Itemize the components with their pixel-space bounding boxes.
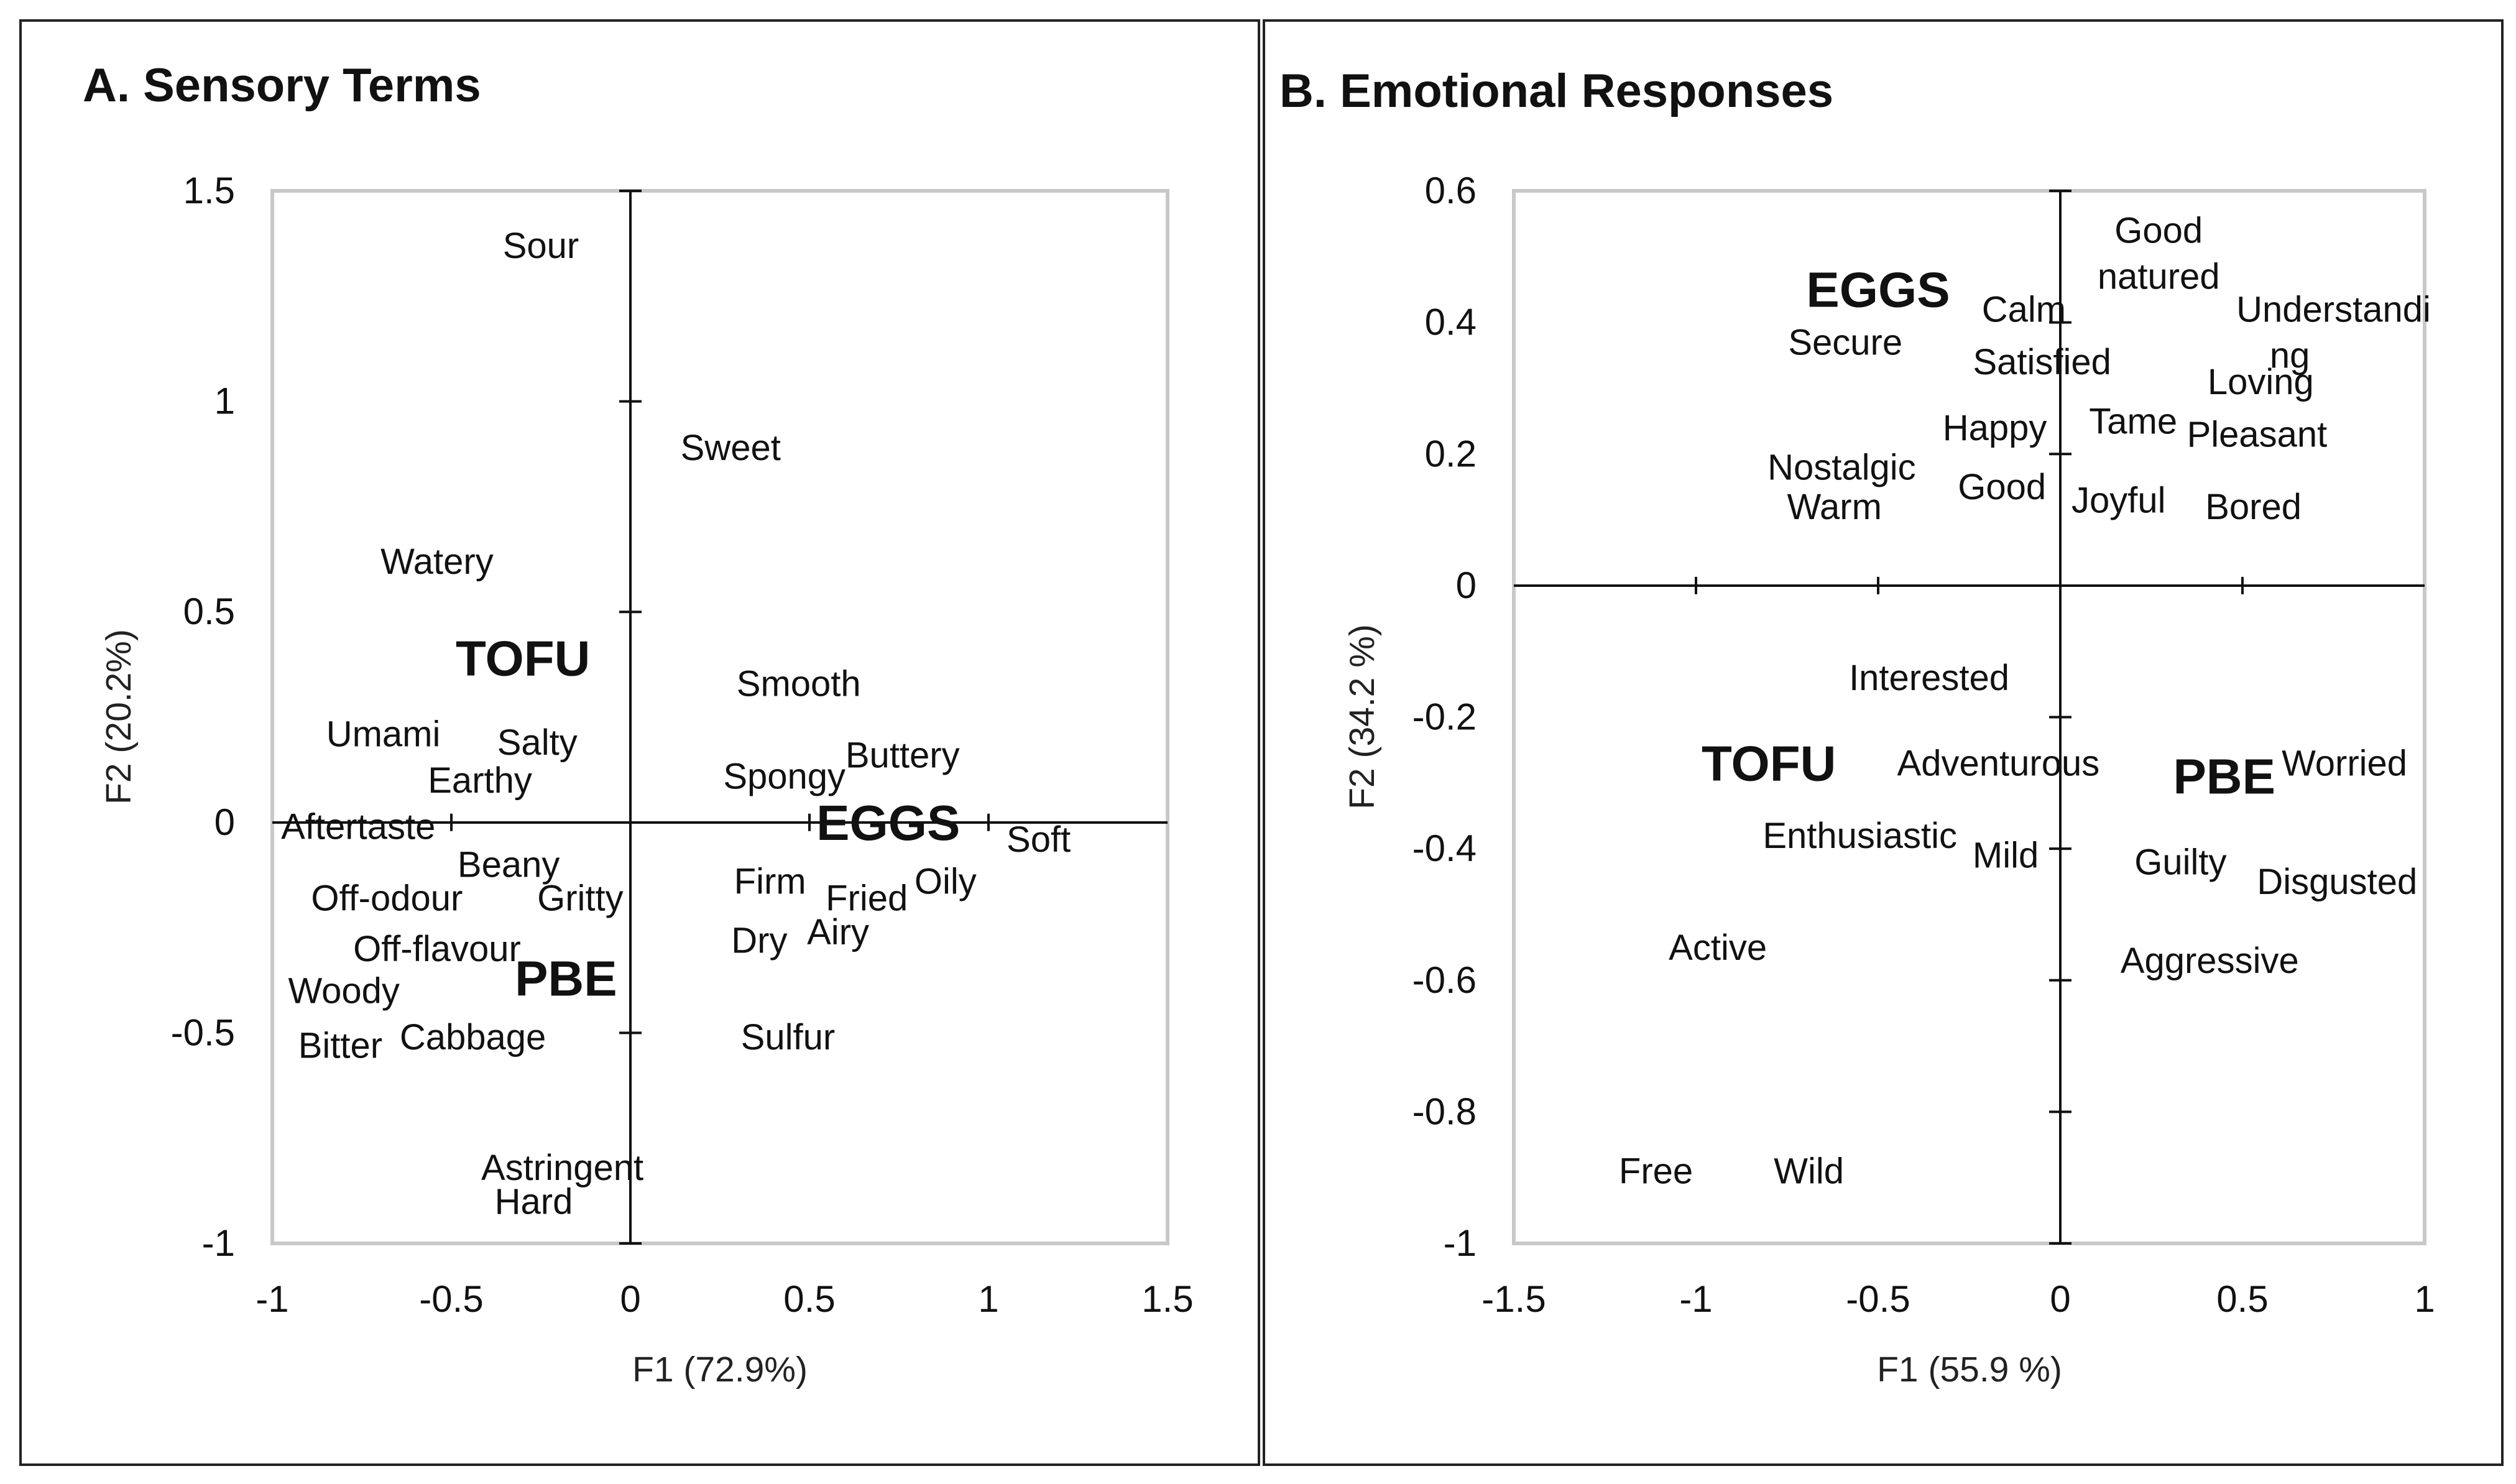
panel-b-x-tick-label: 0.5 [2216, 1278, 2268, 1320]
panel-a-y-tick-label: -1 [202, 1222, 235, 1264]
panel-a-point-label: Woody [288, 971, 399, 1012]
panel-b-point-label: Disgusted [2257, 862, 2417, 902]
panel-b-frame [1263, 19, 2504, 1466]
panel-b-point-label: Guilty [2134, 842, 2226, 882]
panel-a-point-label: Hard [495, 1181, 573, 1222]
panel-b-point-label: Happy [1943, 408, 2047, 448]
panel-b-y-axis-label: F2 (34.2 %) [1342, 624, 1382, 809]
panel-a-point-label: TOFU [456, 631, 590, 686]
panel-b-y-tick-label: -0.2 [1412, 696, 1477, 738]
panel-b-y-tick-label: -0.8 [1412, 1090, 1477, 1132]
panel-a-point-label: Earthy [428, 760, 532, 801]
panel-a-point-label: Watery [380, 542, 494, 582]
panel-b: B. Emotional Responses -1.5 -1 -0.5 0 0.5 1-1… [1279, 65, 2435, 1390]
panel-a-y-tick-label: 1 [214, 380, 235, 422]
panel-a-point-label: Oily [915, 862, 977, 902]
panel-a-y-tick-label: -0.5 [171, 1012, 235, 1053]
panel-a-point-label: PBE [515, 951, 617, 1006]
panel-a-x-tick-label: 0 [620, 1278, 640, 1320]
panel-b-y-tick-label: 0 [1456, 565, 1477, 606]
panel-b-point-label: ng [2270, 336, 2310, 376]
panel-b-point-label: Adventurous [1897, 744, 2100, 784]
panel-a-y-tick-label: 0 [214, 801, 235, 843]
panel-a-point-label: EGGS [816, 795, 960, 850]
panel-b-point-label: Mild [1973, 836, 2039, 876]
panel-b-point-label: Secure [1788, 322, 1902, 362]
panel-b-point-label: Worried [2282, 744, 2407, 784]
panel-a-x-tick-label: -0.5 [419, 1278, 483, 1320]
panel-a-title: A. Sensory Terms [83, 59, 481, 112]
panel-b-point-label: Free [1619, 1151, 1693, 1192]
panel-b-y-tick-label: 0.2 [1425, 433, 1477, 474]
panel-b-title: B. Emotional Responses [1279, 65, 1833, 118]
panel-a-point-label: Bitter [298, 1026, 382, 1066]
panel-b-x-tick-label: 0 [2050, 1278, 2070, 1320]
panel-b-point-label: Good [1958, 467, 2046, 507]
panel-b-point-label: TOFU [1702, 736, 1836, 791]
panel-a-point-label: Off-flavour [353, 929, 521, 969]
panel-a-x-tick-label: -1 [256, 1278, 288, 1320]
panel-b-y-tick-label: 0.6 [1425, 170, 1477, 211]
panel-b-point-label: Good [2114, 210, 2203, 251]
panel-a-point-label: Astringent [481, 1148, 643, 1188]
panel-b-x-tick-label: -1.5 [1481, 1278, 1546, 1320]
panel-a-x-tick-label: 1.5 [1141, 1278, 1193, 1320]
panel-a-point-label: Dry [731, 920, 787, 961]
panel-a: A. Sensory Terms -1 -0.5 0 0.5 1 1.5 -1 -0.5 0 0.… [83, 59, 1194, 1390]
panel-b-x-axis-label: F1 (55.9 %) [1877, 1350, 2062, 1390]
panel-a-point-label: Cabbage [400, 1017, 546, 1058]
panel-b-point-label: Tame [2089, 401, 2177, 441]
panel-a-point-label: Sour [503, 226, 579, 266]
panel-b-x-tick-label: -1 [1679, 1278, 1712, 1320]
panel-a-point-label: Salty [497, 722, 578, 763]
panel-b-x-tick-label: 1 [2414, 1278, 2435, 1320]
panel-b-point-label: Aggressive [2121, 941, 2299, 981]
panel-b-point-label: Loving [2208, 362, 2314, 402]
panel-b-point-label: Interested [1849, 658, 2009, 698]
panel-a-point-label: Buttery [846, 735, 960, 775]
panel-b-point-label: Nostalgic [1767, 447, 1916, 487]
panel-a-point-label: Aftertaste [281, 807, 435, 847]
panel-b-point-label: EGGS [1806, 262, 1950, 318]
panel-a-point-label: Sweet [681, 428, 781, 468]
panel-a-frame [19, 19, 1260, 1466]
panel-a-x-tick-label: 1 [978, 1278, 998, 1320]
panel-b-y-tick-label: -1 [1444, 1222, 1477, 1264]
panel-b-point-label: Understandi [2236, 289, 2431, 330]
panel-b-point-label: PBE [2173, 749, 2275, 804]
panel-a-point-label: Firm [734, 862, 806, 902]
panel-b-y-tick-label: -0.4 [1412, 827, 1477, 869]
panel-a-point-label: Gritty [537, 878, 624, 919]
panel-a-x-tick-label: 0.5 [783, 1278, 835, 1320]
panel-a-y-axis-label: F2 (20.2%) [99, 629, 139, 804]
panel-b-point-label: Active [1669, 928, 1767, 968]
panel-a-point-label: Beany [458, 845, 560, 885]
panel-b-point-label: Bored [2205, 487, 2302, 527]
panel-b-plot-area [1512, 189, 2426, 1245]
panel-b-point-label: Enthusiastic [1763, 816, 1957, 856]
panel-b-point-label: natured [2098, 257, 2220, 297]
panel-a-x-axis-label: F1 (72.9%) [632, 1350, 808, 1390]
panel-a-y-tick-label: 0.5 [183, 591, 235, 632]
panel-a-point-label: Airy [807, 912, 869, 952]
panel-b-y-tick-label: 0.4 [1425, 302, 1477, 343]
panel-b-x-tick-label: -0.5 [1846, 1278, 1910, 1320]
panel-b-point-label: Warm [1787, 487, 1881, 527]
panel-a-point-label: Soft [1007, 819, 1071, 860]
panel-b-point-label: Calm [1982, 289, 2066, 330]
panel-a-point-label: Umami [326, 714, 441, 755]
panel-a-point-label: Spongy [723, 756, 846, 796]
panel-b-point-label: Pleasant [2187, 415, 2328, 455]
panel-b-y-tick-label: -0.6 [1412, 959, 1477, 1001]
panel-a-plot-area [270, 189, 1169, 1245]
panel-a-point-label: Sulfur [741, 1017, 836, 1058]
panel-a-point-label: Off-odour [311, 878, 463, 919]
panel-a-y-tick-label: 1.5 [183, 170, 235, 211]
panel-b-point-label: Satisfied [1973, 342, 2111, 382]
panel-a-point-label: Smooth [737, 663, 861, 704]
panel-b-point-label: Wild [1774, 1151, 1844, 1192]
panel-b-point-label: Joyful [2071, 480, 2166, 520]
panel-a-point-label: Fried [826, 878, 908, 919]
